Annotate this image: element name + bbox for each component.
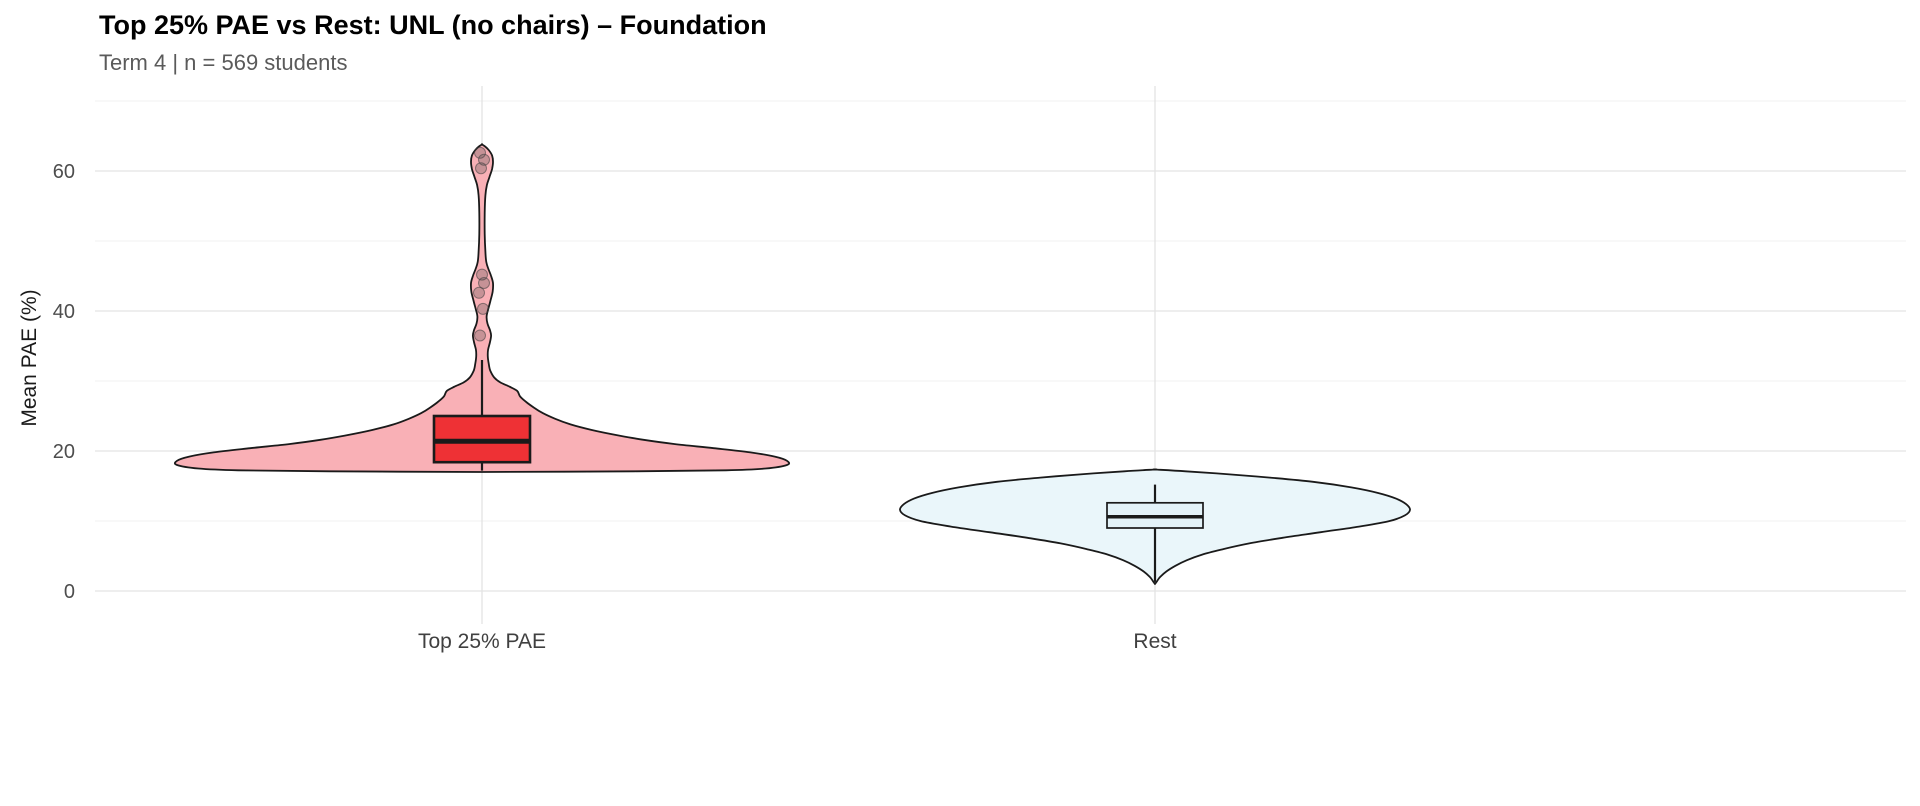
x-axis-label-top25: Top 25% PAE — [418, 630, 546, 653]
outlier-point — [473, 286, 485, 299]
chart-subtitle: Term 4 | n = 569 students — [99, 50, 348, 75]
outlier-point — [477, 302, 489, 315]
y-tick-label: 40 — [53, 301, 75, 323]
y-tick-label: 20 — [53, 441, 75, 463]
outlier-point — [476, 268, 488, 281]
outlier-point — [474, 329, 486, 342]
chart-title: Top 25% PAE vs Rest: UNL (no chairs) – F… — [99, 10, 767, 40]
x-axis-label-rest: Rest — [1133, 630, 1176, 653]
y-tick-label: 0 — [64, 581, 75, 603]
y-tick-label: 60 — [53, 161, 75, 183]
violin-top25 — [173, 143, 791, 473]
outlier-point — [474, 146, 486, 159]
outlier-point — [478, 153, 490, 166]
